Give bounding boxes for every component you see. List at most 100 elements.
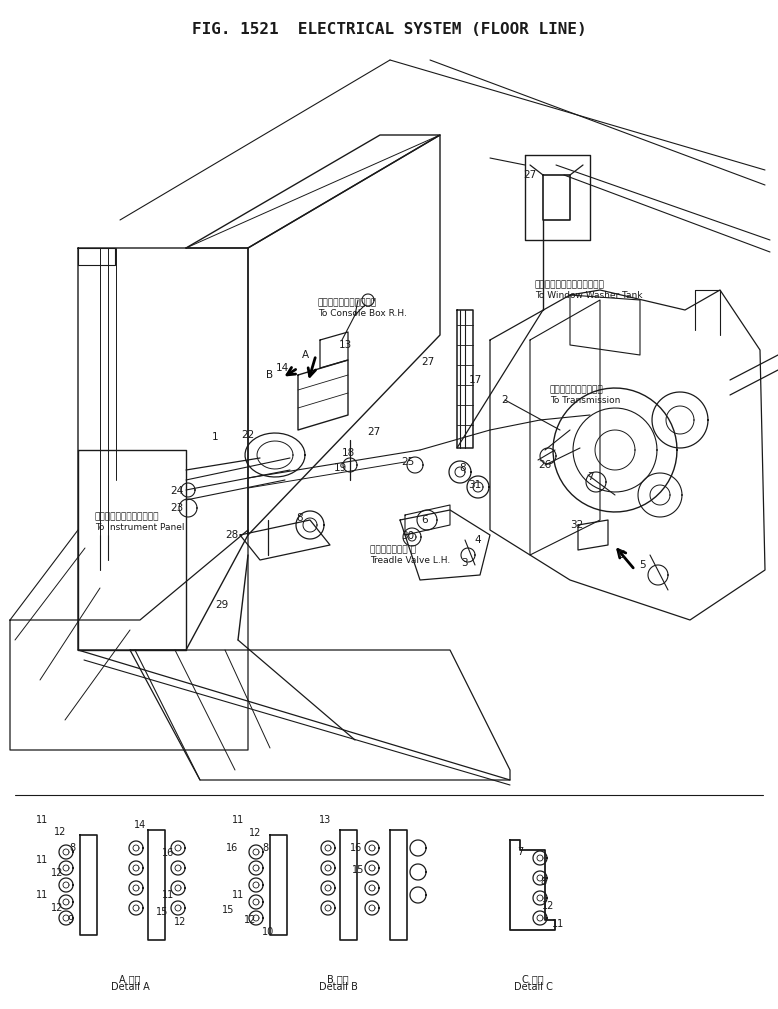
Text: 11: 11 [232, 815, 244, 825]
Text: Detail A: Detail A [110, 982, 149, 992]
Text: 7: 7 [587, 472, 594, 482]
Text: 4: 4 [475, 535, 482, 545]
Polygon shape [171, 861, 185, 875]
Polygon shape [400, 510, 490, 580]
Text: 12: 12 [51, 903, 63, 913]
Text: 12: 12 [244, 915, 256, 925]
Polygon shape [129, 861, 143, 875]
Polygon shape [249, 895, 263, 909]
Text: 5: 5 [640, 560, 647, 570]
Text: 12: 12 [173, 917, 186, 927]
Text: 2: 2 [502, 395, 508, 405]
Polygon shape [525, 155, 590, 240]
Text: 25: 25 [401, 457, 415, 467]
Text: 18: 18 [342, 448, 355, 458]
Polygon shape [10, 530, 248, 750]
Text: 1: 1 [212, 432, 219, 442]
Text: 11: 11 [552, 919, 564, 929]
Polygon shape [365, 861, 379, 875]
Polygon shape [249, 911, 263, 925]
Text: 12: 12 [541, 901, 554, 911]
Text: 11: 11 [232, 890, 244, 900]
Text: 12: 12 [51, 868, 63, 878]
Text: Detail B: Detail B [318, 982, 357, 992]
Polygon shape [148, 830, 165, 940]
Polygon shape [321, 901, 335, 915]
Polygon shape [533, 851, 547, 865]
Text: 11: 11 [36, 855, 48, 865]
Polygon shape [490, 290, 765, 620]
Text: インスツルメントパネルへ
To Instrument Panel: インスツルメントパネルへ To Instrument Panel [95, 512, 184, 532]
Text: 13: 13 [319, 815, 331, 825]
Text: 27: 27 [524, 170, 537, 180]
Polygon shape [321, 842, 335, 855]
Polygon shape [340, 830, 357, 940]
Polygon shape [130, 650, 510, 780]
Polygon shape [543, 175, 570, 220]
Text: 15: 15 [156, 907, 168, 917]
Polygon shape [171, 881, 185, 895]
Text: 27: 27 [422, 357, 435, 367]
Polygon shape [129, 881, 143, 895]
Polygon shape [249, 878, 263, 892]
Polygon shape [533, 911, 547, 925]
Text: 8: 8 [460, 463, 466, 473]
Polygon shape [365, 842, 379, 855]
Text: C 詳細: C 詳細 [522, 974, 544, 984]
Polygon shape [638, 473, 682, 517]
Text: 16: 16 [350, 843, 362, 853]
Text: A: A [301, 350, 309, 360]
Polygon shape [129, 842, 143, 855]
Text: トランスミッションへ
To Transmission: トランスミッションへ To Transmission [550, 385, 620, 405]
Text: 15: 15 [222, 905, 234, 915]
Polygon shape [59, 861, 73, 875]
Text: 14: 14 [134, 820, 146, 830]
Polygon shape [321, 861, 335, 875]
Text: 16: 16 [226, 843, 238, 853]
Text: 23: 23 [170, 503, 184, 513]
Polygon shape [186, 135, 440, 248]
Text: 16: 16 [162, 848, 174, 858]
Polygon shape [298, 360, 348, 430]
Text: 9: 9 [67, 915, 73, 925]
Polygon shape [365, 901, 379, 915]
Polygon shape [59, 895, 73, 909]
Text: 6: 6 [422, 515, 429, 525]
Text: 27: 27 [367, 427, 380, 437]
Polygon shape [248, 135, 440, 535]
Polygon shape [240, 520, 330, 560]
Text: 28: 28 [226, 530, 239, 540]
Text: 7: 7 [517, 847, 523, 857]
Text: 32: 32 [570, 520, 584, 530]
Text: 8: 8 [69, 843, 75, 853]
Text: ウィンドウォッシャタンクへ
To Window Washer Tank: ウィンドウォッシャタンクへ To Window Washer Tank [535, 279, 643, 300]
Polygon shape [171, 842, 185, 855]
Polygon shape [570, 295, 640, 355]
Polygon shape [320, 332, 348, 368]
Polygon shape [510, 840, 555, 930]
Polygon shape [129, 901, 143, 915]
Polygon shape [533, 871, 547, 885]
Text: 22: 22 [241, 430, 254, 440]
Text: C: C [617, 550, 625, 560]
Text: 12: 12 [249, 828, 261, 838]
Text: 29: 29 [216, 600, 229, 610]
Polygon shape [321, 881, 335, 895]
Polygon shape [390, 830, 407, 940]
Text: B: B [266, 370, 274, 380]
Text: B 詳細: B 詳細 [328, 974, 349, 984]
Polygon shape [270, 835, 287, 935]
Polygon shape [533, 891, 547, 905]
Text: 11: 11 [36, 890, 48, 900]
Text: 17: 17 [468, 375, 482, 385]
Polygon shape [59, 911, 73, 925]
Polygon shape [80, 835, 97, 935]
Polygon shape [59, 845, 73, 859]
Text: 8: 8 [296, 513, 303, 523]
Polygon shape [171, 901, 185, 915]
Polygon shape [449, 461, 471, 483]
Text: 13: 13 [338, 340, 352, 350]
Text: 8: 8 [540, 877, 546, 887]
Polygon shape [578, 520, 608, 550]
Text: 24: 24 [170, 486, 184, 496]
